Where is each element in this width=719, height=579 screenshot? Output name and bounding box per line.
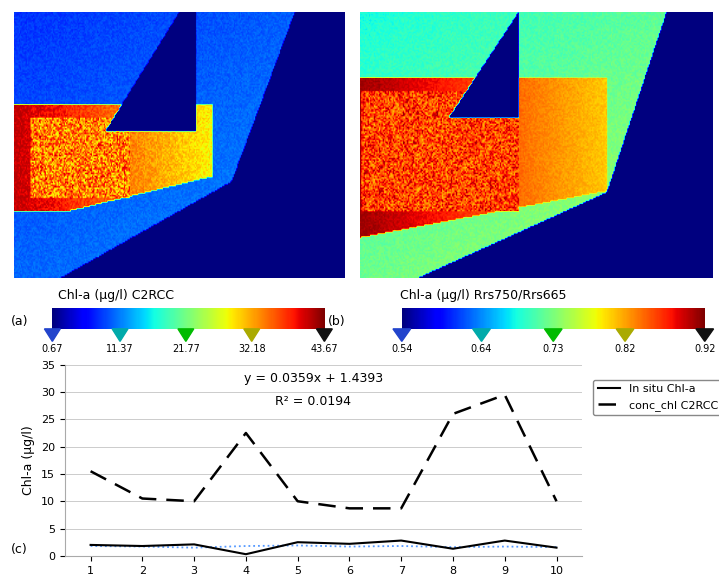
Polygon shape	[616, 329, 634, 342]
Text: Chl-a (μg/l) Rrs750/Rrs665: Chl-a (μg/l) Rrs750/Rrs665	[400, 290, 566, 302]
Polygon shape	[244, 329, 260, 342]
Text: 32.18: 32.18	[238, 344, 265, 354]
Text: 0.82: 0.82	[614, 344, 636, 354]
Legend: In situ Chl-a, conc_chl C2RCC: In situ Chl-a, conc_chl C2RCC	[593, 380, 719, 415]
Polygon shape	[472, 329, 490, 342]
Polygon shape	[45, 329, 60, 342]
Polygon shape	[696, 329, 713, 342]
Text: (b): (b)	[328, 316, 345, 328]
Text: 0.73: 0.73	[543, 344, 564, 354]
Y-axis label: Chl-a (μg/l): Chl-a (μg/l)	[22, 426, 35, 495]
Text: R² = 0.0194: R² = 0.0194	[275, 395, 351, 408]
Polygon shape	[178, 329, 193, 342]
Text: 0.64: 0.64	[471, 344, 493, 354]
Text: 0.54: 0.54	[391, 344, 413, 354]
Polygon shape	[112, 329, 128, 342]
Text: 0.67: 0.67	[42, 344, 63, 354]
Text: Chl-a (μg/l) C2RCC: Chl-a (μg/l) C2RCC	[58, 290, 173, 302]
Text: 21.77: 21.77	[172, 344, 200, 354]
Text: 0.92: 0.92	[694, 344, 715, 354]
Text: (c): (c)	[11, 543, 27, 556]
Text: (a): (a)	[12, 316, 29, 328]
Polygon shape	[544, 329, 562, 342]
Polygon shape	[316, 329, 332, 342]
Text: y = 0.0359x + 1.4393: y = 0.0359x + 1.4393	[244, 372, 383, 386]
Polygon shape	[393, 329, 411, 342]
Text: 11.37: 11.37	[106, 344, 134, 354]
Text: 43.67: 43.67	[311, 344, 338, 354]
